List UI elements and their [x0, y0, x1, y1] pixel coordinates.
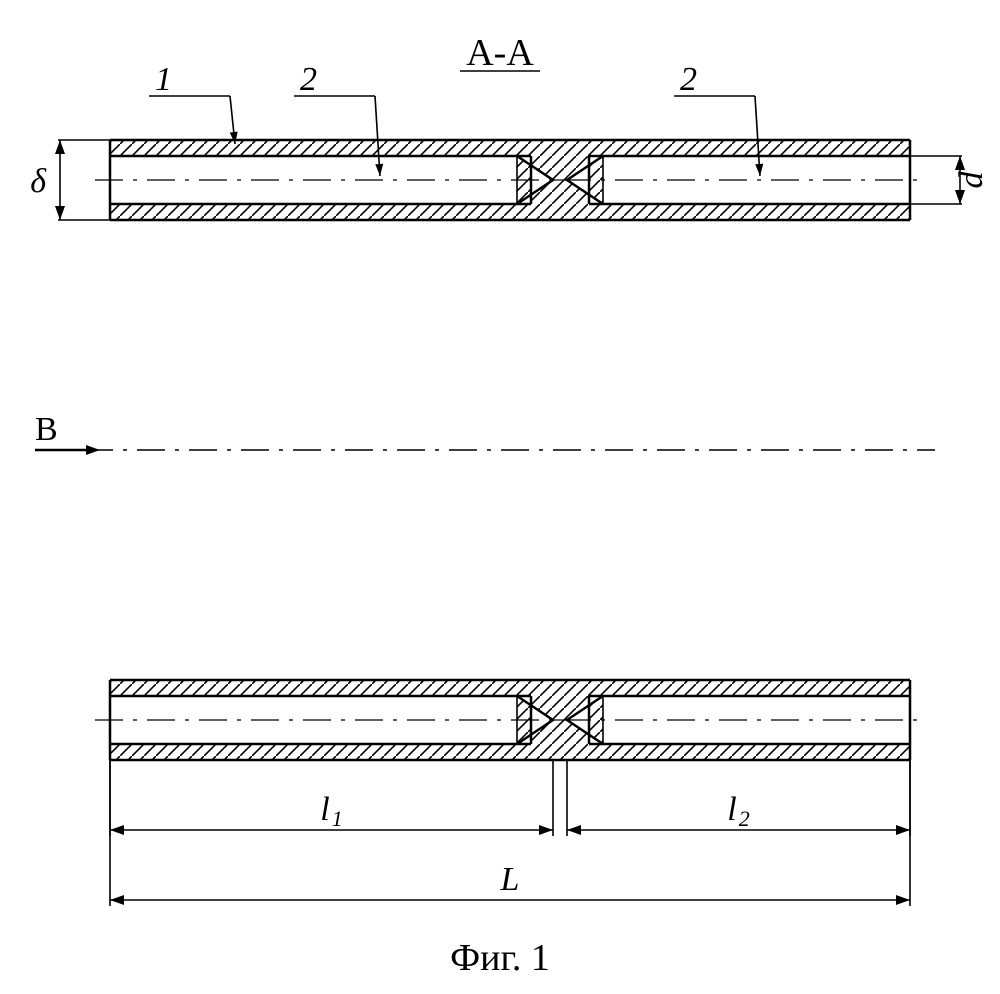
svg-text:d: d	[953, 171, 990, 189]
leader: 2	[294, 61, 383, 176]
view-arrow-b: В	[35, 411, 100, 455]
engineering-drawing: А-А δ d l1 l2 L В 1 2 2 Фиг. 1	[0, 0, 1000, 994]
leader: 2	[674, 61, 763, 176]
dimension: L	[110, 760, 910, 906]
wall-section	[95, 140, 925, 220]
svg-text:l1: l1	[320, 791, 342, 831]
leader: 1	[149, 61, 238, 144]
section-title: А-А	[466, 32, 534, 74]
figure-caption: Фиг. 1	[450, 937, 550, 979]
svg-text:В: В	[35, 411, 58, 448]
svg-text:δ: δ	[30, 163, 47, 200]
svg-text:1: 1	[155, 61, 172, 98]
dimension: l2	[567, 760, 910, 836]
wall-section	[95, 680, 925, 760]
dimension: d	[908, 156, 990, 204]
svg-text:l2: l2	[727, 791, 749, 831]
svg-text:L: L	[500, 861, 520, 898]
svg-text:2: 2	[680, 61, 697, 98]
dimension: l1	[110, 760, 553, 836]
svg-text:2: 2	[300, 61, 317, 98]
